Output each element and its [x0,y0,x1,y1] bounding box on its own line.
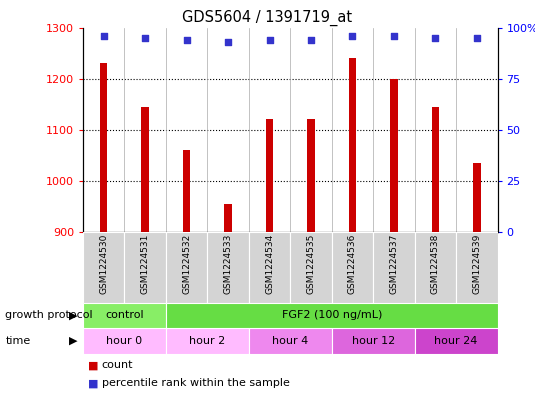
Text: hour 2: hour 2 [189,336,225,346]
Bar [432,107,439,232]
Text: growth protocol: growth protocol [5,310,93,320]
Text: GSM1224534: GSM1224534 [265,234,274,294]
Point [348,33,357,39]
Bar [100,63,108,232]
Point [307,37,315,43]
Bar [166,303,498,328]
Text: time: time [5,336,30,346]
Point [431,35,440,41]
Text: ■: ■ [88,378,99,388]
Bar [290,232,332,303]
Bar [307,119,315,232]
Point [100,33,108,39]
Bar [183,150,190,232]
Bar [415,232,456,303]
Text: FGF2 (100 ng/mL): FGF2 (100 ng/mL) [281,310,382,320]
Text: GSM1224530: GSM1224530 [99,234,108,294]
Bar [266,119,273,232]
Bar [124,232,166,303]
Point [224,39,232,45]
Bar [141,107,149,232]
Bar [83,303,166,328]
Point [182,37,191,43]
Bar [83,328,166,354]
Bar [166,328,249,354]
Text: GSM1224533: GSM1224533 [224,234,233,294]
Text: GSM1224535: GSM1224535 [307,234,316,294]
Bar [249,232,291,303]
Text: GSM1224531: GSM1224531 [141,234,150,294]
Text: GDS5604 / 1391719_at: GDS5604 / 1391719_at [182,10,353,26]
Text: hour 0: hour 0 [106,336,142,346]
Bar [332,328,415,354]
Bar [249,328,332,354]
Bar [456,232,498,303]
Text: hour 24: hour 24 [434,336,478,346]
Bar [332,232,373,303]
Text: GSM1224539: GSM1224539 [472,234,482,294]
Bar [390,79,398,232]
Text: percentile rank within the sample: percentile rank within the sample [102,378,289,388]
Bar [166,232,208,303]
Text: GSM1224537: GSM1224537 [389,234,399,294]
Bar [415,328,498,354]
Text: count: count [102,360,133,371]
Point [472,35,481,41]
Text: ▶: ▶ [69,336,78,346]
Bar [208,232,249,303]
Text: GSM1224538: GSM1224538 [431,234,440,294]
Point [389,33,398,39]
Point [141,35,149,41]
Text: ▶: ▶ [69,310,78,320]
Bar [473,163,480,232]
Text: hour 4: hour 4 [272,336,308,346]
Text: GSM1224536: GSM1224536 [348,234,357,294]
Bar [349,58,356,232]
Text: ■: ■ [88,360,99,371]
Point [265,37,274,43]
Bar [83,232,124,303]
Text: control: control [105,310,144,320]
Bar [373,232,415,303]
Text: hour 12: hour 12 [351,336,395,346]
Text: GSM1224532: GSM1224532 [182,234,191,294]
Bar [224,204,232,232]
